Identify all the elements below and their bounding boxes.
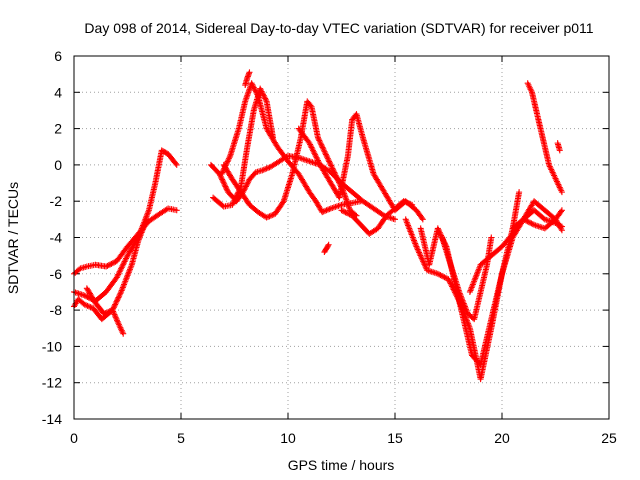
- y-tick-label: -4: [50, 230, 63, 246]
- series-arc-9: [242, 69, 253, 89]
- series-trace: [555, 141, 563, 152]
- y-tick-label: 4: [54, 84, 62, 100]
- series-trace: [339, 198, 414, 236]
- series-trace: [242, 70, 252, 87]
- series-arc-10: [295, 111, 426, 223]
- y-axis-label: SDTVAR / TECUs: [5, 182, 21, 294]
- series-trace: [219, 81, 363, 215]
- data-point: [323, 152, 330, 159]
- series-trace: [322, 242, 331, 254]
- y-tick-labels: -14 -12 -10 -8 -6 -4 -2 0 2 4 6: [42, 48, 62, 427]
- y-tick-label: -8: [50, 302, 63, 318]
- y-tick-label: -6: [50, 266, 63, 282]
- x-tick-labels: 0 5 10 15 20 25: [70, 430, 617, 446]
- series-trace: [418, 190, 522, 367]
- series-arc-14: [417, 189, 523, 368]
- x-axis-label: GPS time / hours: [288, 457, 395, 473]
- series-arc-4: [83, 285, 127, 337]
- y-tick-label: -10: [42, 338, 62, 354]
- x-tick-label: 5: [177, 430, 185, 446]
- y-tick-label: 2: [54, 121, 62, 137]
- series-trace: [510, 208, 565, 231]
- data-point: [218, 170, 225, 177]
- series-trace: [525, 81, 565, 194]
- series-trace: [209, 153, 397, 222]
- series-trace: [84, 286, 126, 336]
- grid-lines: [74, 56, 609, 419]
- x-tick-label: 15: [387, 430, 403, 446]
- series-arc-18: [524, 80, 565, 196]
- series-arc-13: [402, 207, 565, 383]
- y-tick-label: -14: [42, 411, 62, 427]
- plot-frame: [73, 55, 610, 420]
- series-arc-7: [218, 80, 364, 216]
- y-tick-label: -2: [50, 193, 63, 209]
- chart-title: Day 098 of 2014, Sidereal Day-to-day VTE…: [84, 20, 593, 36]
- x-tick-label: 20: [494, 430, 510, 446]
- x-tick-label: 25: [601, 430, 617, 446]
- data-points: [71, 69, 565, 383]
- x-tick-label: 0: [70, 430, 78, 446]
- series-arc-11: [321, 241, 332, 256]
- series-arc-19: [554, 140, 563, 154]
- data-point: [338, 207, 345, 214]
- series-arc-12: [338, 198, 416, 237]
- y-tick-label: 0: [54, 157, 62, 173]
- series-trace: [72, 205, 179, 276]
- series-arc-17: [509, 207, 565, 232]
- series-arc-3: [71, 216, 150, 323]
- series-arc-15: [439, 234, 495, 323]
- x-tick-label: 10: [280, 430, 296, 446]
- y-tick-label: 6: [54, 48, 62, 64]
- data-point: [332, 170, 339, 177]
- data-point: [409, 201, 416, 208]
- y-tick-label: -12: [42, 375, 62, 391]
